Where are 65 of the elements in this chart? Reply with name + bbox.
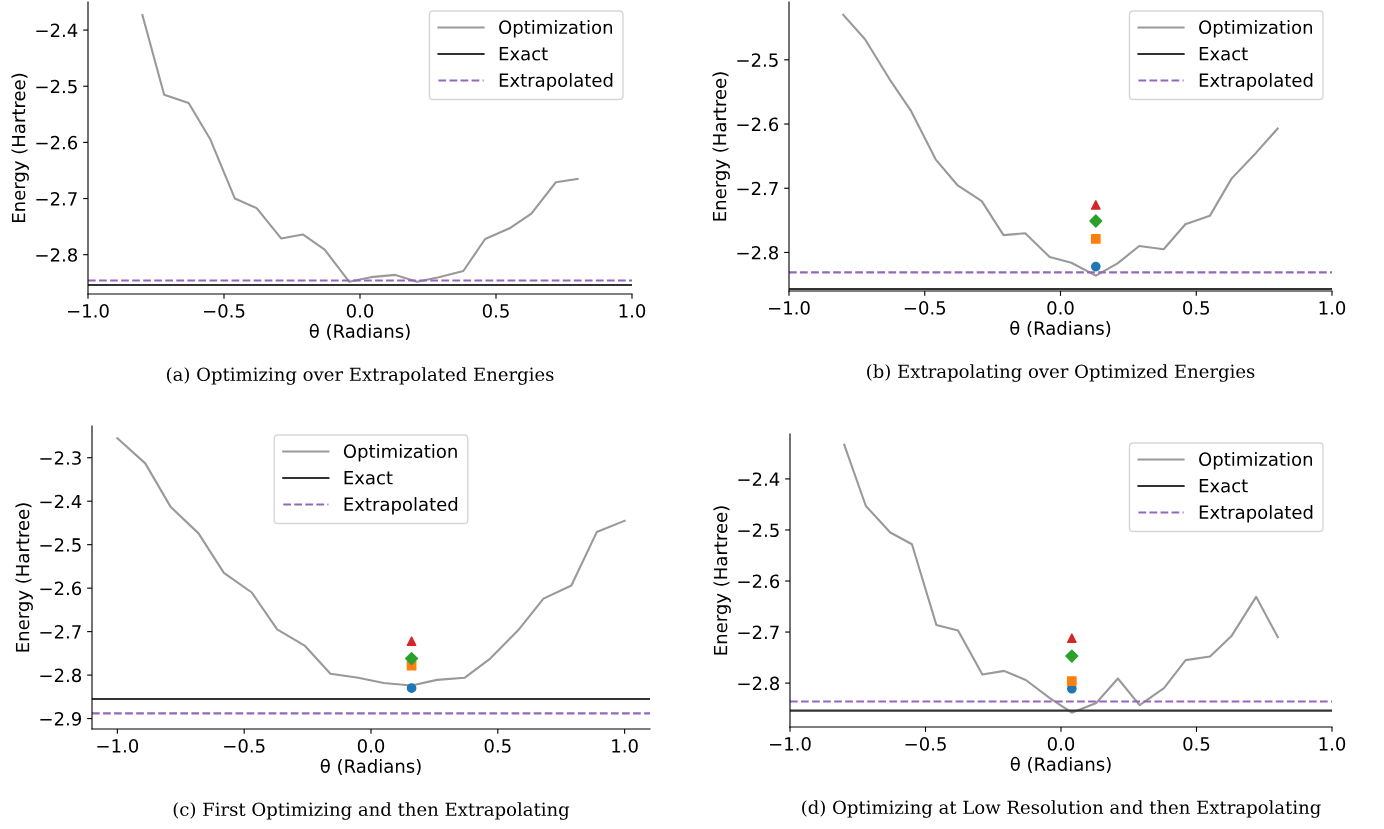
legend-label: Optimization — [1199, 452, 1313, 470]
y-tick-label: −2.6 — [737, 117, 779, 132]
x-tick-label: 0.0 — [357, 739, 385, 753]
y-axis-title: Energy (Hartree) — [712, 72, 730, 221]
y-tick-label: −2.4 — [36, 23, 78, 37]
legend-label: Exact — [499, 47, 548, 61]
x-tick-label: 1.0 — [1319, 301, 1346, 315]
x-tick-label: −0.5 — [904, 301, 946, 315]
x-tick-label: 0.5 — [1183, 737, 1210, 751]
y-tick-label: −2.5 — [40, 538, 81, 552]
y-tick-label: −2.6 — [738, 574, 780, 589]
y-tick-label: −2.8 — [738, 676, 780, 691]
x-tick-label: 1.0 — [612, 739, 638, 753]
x-axis-title: θ (Radians) — [320, 758, 421, 776]
y-tick-label: −2.7 — [738, 625, 779, 639]
x-tick-label: −1.0 — [67, 304, 109, 318]
x-tick-label: −1.0 — [97, 739, 139, 753]
text: (c) First Optimizing and then Extrapolating — [173, 802, 570, 820]
y-tick-label: −2.4 — [738, 472, 780, 486]
legend-label: Extrapolated — [499, 73, 613, 91]
legend-label: Optimization — [499, 20, 613, 38]
x-tick-label: −0.5 — [224, 739, 265, 753]
x-axis-title: θ (Radians) — [309, 323, 410, 341]
legend-label: Extrapolated — [1199, 505, 1313, 523]
legend-label: Optimization — [1199, 20, 1313, 38]
legend-label: Extrapolated — [344, 497, 458, 515]
y-axis-title: Energy (Hartree) — [11, 73, 29, 222]
y-tick-label: −2.4 — [40, 494, 82, 509]
y-tick-label: −2.3 — [40, 451, 81, 465]
x-axis-title: θ (Radians) — [1010, 756, 1111, 774]
y-tick-label: −2.5 — [737, 53, 778, 67]
x-tick-label: 0.0 — [1047, 737, 1075, 751]
y-tick-label: −2.5 — [738, 523, 779, 538]
x-tick-label: −1.0 — [768, 301, 810, 315]
legend-label: Exact — [1199, 47, 1248, 61]
legend-label: Exact — [344, 471, 393, 485]
legend-label: Optimization — [343, 444, 457, 462]
x-tick-label: 0.5 — [484, 739, 511, 753]
legend-label: Extrapolated — [1199, 73, 1313, 91]
x-tick-label: 0.0 — [1047, 301, 1074, 315]
y-tick-label: −2.9 — [40, 712, 82, 726]
y-tick-label: −2.6 — [36, 135, 78, 150]
y-axis-title: Energy (Hartree) — [15, 503, 33, 652]
x-tick-label: −0.5 — [203, 304, 245, 318]
x-tick-label: 0.5 — [1183, 301, 1210, 315]
x-tick-label: 0.5 — [482, 304, 509, 318]
y-tick-label: −2.6 — [40, 581, 82, 596]
x-tick-label: −0.5 — [905, 737, 946, 751]
x-tick-label: 1.0 — [1319, 737, 1346, 751]
y-tick-label: −2.5 — [36, 79, 77, 94]
x-tick-label: −1.0 — [769, 737, 811, 751]
x-tick-label: 1.0 — [619, 304, 646, 318]
legend-label: Exact — [1199, 479, 1248, 493]
y-tick-label: −2.8 — [40, 668, 82, 683]
y-tick-label: −2.7 — [36, 192, 77, 206]
x-axis-title: θ (Radians) — [1010, 320, 1111, 338]
text: (b) Extrapolating over Optimized Energies — [867, 364, 1255, 382]
text: (a) Optimizing over Extrapolated Energies — [167, 367, 554, 385]
y-tick-label: −2.8 — [36, 248, 78, 262]
y-tick-label: −2.8 — [737, 245, 779, 260]
y-axis-title: Energy (Hartree) — [713, 506, 731, 655]
y-tick-label: −2.7 — [40, 625, 81, 639]
text: (d) Optimizing at Low Resolution and then Extrapolating — [802, 800, 1321, 818]
x-tick-label: 0.0 — [346, 304, 374, 318]
y-tick-label: −2.7 — [737, 181, 778, 196]
